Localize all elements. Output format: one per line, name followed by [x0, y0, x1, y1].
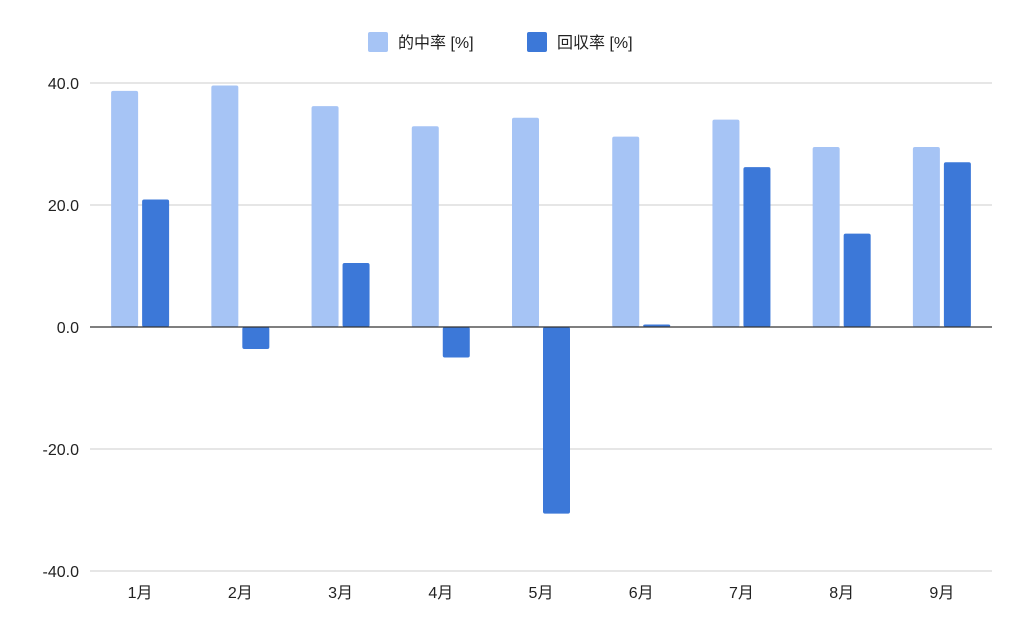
legend-swatch-hit-rate [368, 32, 388, 52]
return-rate-bar [743, 167, 771, 327]
x-tick-label: 2月 [228, 585, 253, 602]
x-tick-label: 4月 [428, 585, 453, 602]
zero-baseline [90, 326, 992, 572]
return-rate-bar [843, 233, 871, 327]
legend: 的中率 [%] 回収率 [%] [368, 32, 633, 52]
x-axis-tick-labels: 1月 2月 3月 4月 5月 6月 7月 8月 9月 [128, 585, 955, 602]
hit-rate-bar [912, 147, 940, 327]
return-rate-bar [643, 324, 671, 327]
return-rate-bar [543, 327, 570, 514]
x-tick-label: 1月 [128, 585, 153, 602]
x-tick-label: 9月 [929, 585, 954, 602]
y-tick-label: -40.0 [43, 564, 80, 581]
y-tick-label: 0.0 [57, 320, 79, 337]
y-tick-label: -20.0 [43, 442, 80, 459]
x-tick-label: 3月 [328, 585, 353, 602]
hit-rate-bar [812, 147, 840, 327]
hit-rate-bar [612, 136, 640, 327]
return-rate-bar [342, 262, 370, 327]
hit-rate-bar [211, 85, 239, 327]
legend-label-hit-rate: 的中率 [%] [398, 34, 474, 52]
bars [111, 85, 971, 514]
x-tick-label: 8月 [829, 585, 854, 602]
x-tick-label: 5月 [529, 585, 554, 602]
return-rate-bar [943, 162, 971, 327]
hit-rate-bar [512, 117, 539, 328]
return-rate-bar [442, 327, 470, 358]
y-axis-tick-labels: 40.0 20.0 0.0 -20.0 -40.0 [43, 76, 80, 581]
legend-label-return-rate: 回収率 [%] [557, 34, 633, 52]
return-rate-bar [242, 327, 270, 349]
x-tick-label: 7月 [729, 585, 754, 602]
legend-swatch-return-rate [527, 32, 547, 52]
return-rate-bar [142, 199, 170, 327]
x-tick-label: 6月 [629, 585, 654, 602]
hit-rate-bar [311, 106, 339, 328]
hit-rate-bar [712, 119, 740, 327]
hit-rate-bar [411, 126, 439, 327]
y-tick-label: 40.0 [48, 76, 79, 93]
hit-rate-bar [111, 90, 139, 328]
y-tick-label: 20.0 [48, 198, 79, 215]
